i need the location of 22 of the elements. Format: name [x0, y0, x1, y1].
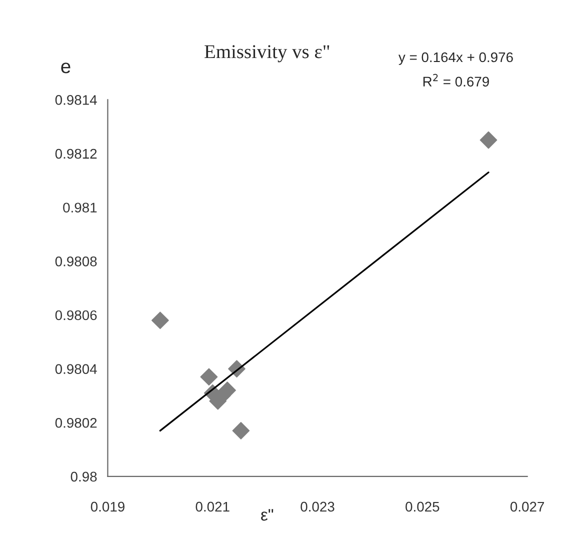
- y-tick-label: 0.9802: [55, 418, 97, 428]
- text: y = 0.164x + 0.976: [398, 52, 513, 65]
- x-tick-label: 0.027: [510, 502, 544, 512]
- y-tick-label: 0.9814: [55, 95, 97, 105]
- y-tick-label: 0.981: [63, 202, 97, 213]
- y-tick-label: 0.98: [70, 472, 97, 482]
- text: R$^{2}$ = 0.679: [423, 74, 489, 87]
- y-tick-label: 0.9804: [55, 364, 97, 374]
- y-tick-label: 0.9806: [55, 310, 97, 320]
- point: [200, 368, 218, 386]
- y-axis-title: e: [61, 62, 70, 74]
- x-tick-label: 0.021: [196, 502, 230, 512]
- point: [480, 131, 498, 149]
- y-tick-label: 0.9808: [55, 256, 97, 266]
- x-axis-title: ε": [261, 509, 274, 521]
- x-tick-label: 0.025: [406, 502, 440, 512]
- chart-title: Emissivity vs ε": [204, 45, 330, 62]
- point: [151, 312, 169, 330]
- y-tick-label: 0.9812: [55, 148, 97, 159]
- point: [232, 422, 250, 440]
- x-tick-label: 0.019: [90, 502, 124, 512]
- x-tick-label: 0.023: [300, 502, 334, 512]
